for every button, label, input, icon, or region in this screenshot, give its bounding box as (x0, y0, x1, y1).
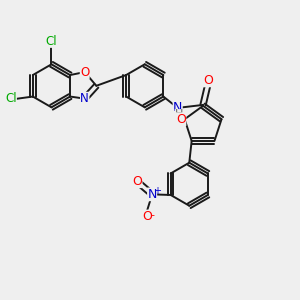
Text: H: H (175, 110, 183, 119)
Text: +: + (153, 186, 161, 196)
Text: N: N (173, 101, 182, 114)
Text: O: O (142, 210, 152, 223)
Text: Cl: Cl (5, 92, 16, 105)
Text: O: O (176, 113, 186, 126)
Text: O: O (203, 74, 213, 87)
Text: Cl: Cl (46, 34, 57, 47)
Text: -: - (151, 210, 155, 220)
Text: N: N (147, 188, 157, 201)
Text: O: O (132, 175, 142, 188)
Text: N: N (80, 92, 89, 105)
Text: O: O (80, 66, 89, 79)
